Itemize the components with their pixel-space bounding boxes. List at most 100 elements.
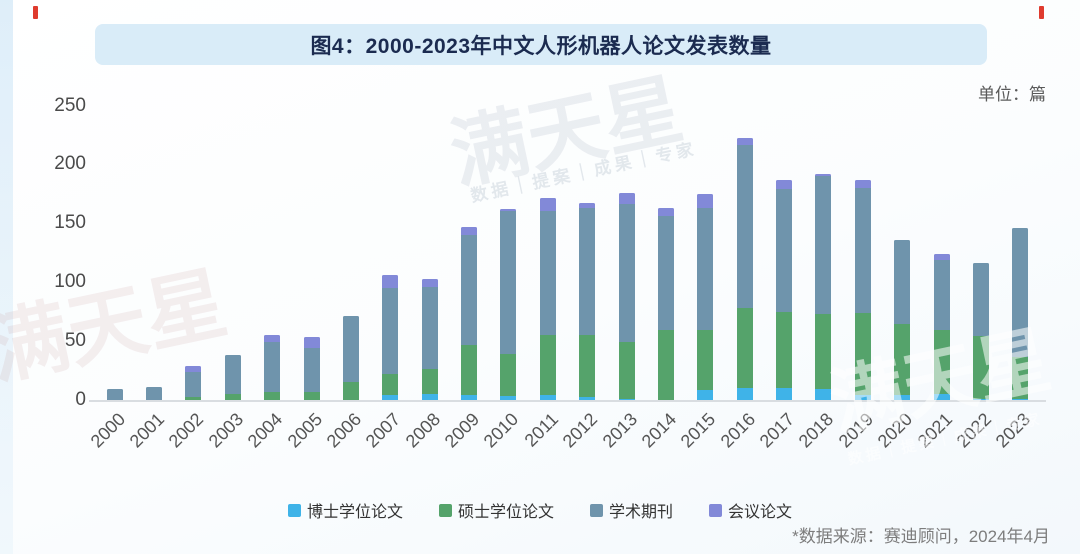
x-tick-2003: 2003 <box>204 409 247 452</box>
x-tick-2007: 2007 <box>361 409 405 452</box>
bar-stack-2016 <box>736 138 753 401</box>
x-tick-2005: 2005 <box>283 409 326 452</box>
x-tick-2019: 2019 <box>834 409 877 452</box>
x-tick-2002: 2002 <box>165 409 208 452</box>
segment-academic-journal-2008 <box>421 286 438 370</box>
red-crop-mark-left <box>33 6 38 19</box>
segment-academic-journal-2003 <box>224 355 241 394</box>
segment-masters-thesis-2010 <box>500 353 517 397</box>
segment-conference-paper-2011 <box>539 198 556 212</box>
bar-2023: 2023 <box>992 106 1040 451</box>
segment-masters-thesis-2023 <box>1012 357 1029 399</box>
segment-masters-thesis-2002 <box>185 397 202 401</box>
segment-doctoral-thesis-2016 <box>736 388 753 401</box>
segment-doctoral-thesis-2017 <box>776 388 793 401</box>
x-tick-2021: 2021 <box>913 409 956 452</box>
bar-2010: 2010 <box>480 106 528 451</box>
bar-stack-2005 <box>303 337 320 401</box>
bar-2002: 2002 <box>165 106 213 451</box>
x-tick-2014: 2014 <box>637 409 681 452</box>
segment-academic-journal-2006 <box>342 316 359 383</box>
bar-stack-2002 <box>185 365 202 401</box>
y-tick-200: 200 <box>54 153 86 175</box>
segment-conference-paper-2017 <box>776 179 793 190</box>
segment-doctoral-thesis-2023 <box>1012 398 1029 401</box>
bar-stack-2020 <box>894 239 911 401</box>
bar-2014: 2014 <box>638 106 685 451</box>
bar-stack-2006 <box>342 316 359 401</box>
bar-stack-2010 <box>500 209 517 401</box>
x-axis-line <box>89 400 1046 402</box>
legend-item-conference-paper: 会议论文 <box>709 498 792 522</box>
x-tick-2015: 2015 <box>676 409 720 452</box>
segment-masters-thesis-2014 <box>657 330 674 400</box>
bar-2013: 2013 <box>598 106 646 451</box>
x-tick-2010: 2010 <box>480 409 523 452</box>
bar-stack-2009 <box>461 226 478 401</box>
segment-conference-paper-2013 <box>618 192 635 205</box>
bar-stack-2023 <box>1012 227 1029 401</box>
segment-academic-journal-2017 <box>776 189 793 312</box>
segment-doctoral-thesis-2013 <box>618 398 635 401</box>
x-tick-2008: 2008 <box>401 409 444 452</box>
bar-stack-2001 <box>146 386 163 401</box>
segment-academic-journal-2021 <box>933 259 950 331</box>
segment-academic-journal-2000 <box>106 389 123 401</box>
segment-conference-paper-2010 <box>500 209 517 212</box>
segment-conference-paper-2021 <box>933 253 950 260</box>
segment-academic-journal-2015 <box>697 207 714 331</box>
bar-2019: 2019 <box>834 106 882 451</box>
segment-conference-paper-2012 <box>579 203 596 208</box>
data-source-note: *数据来源：赛迪顾问，2024年4月 <box>792 527 1050 546</box>
segment-conference-paper-2015 <box>697 193 714 208</box>
x-tick-2006: 2006 <box>322 409 366 452</box>
segment-doctoral-thesis-2015 <box>697 390 714 401</box>
x-tick-2018: 2018 <box>795 409 838 452</box>
segment-academic-journal-2023 <box>1012 227 1029 358</box>
red-crop-mark-right <box>1039 6 1044 19</box>
segment-conference-paper-2009 <box>461 226 478 235</box>
unit-label: 单位：篇 <box>978 85 1046 104</box>
segment-masters-thesis-2016 <box>736 307 753 389</box>
segment-conference-paper-2004 <box>264 335 281 343</box>
x-tick-2001: 2001 <box>125 409 169 452</box>
bar-stack-2018 <box>815 173 832 401</box>
bar-stack-2015 <box>697 193 714 401</box>
y-axis: 0 50 100 150 200 250 <box>28 95 86 410</box>
segment-masters-thesis-2019 <box>854 312 871 396</box>
chart-title: 图4：2000-2023年中文人形机器人论文发表数量 <box>310 34 772 58</box>
bar-2020: 2020 <box>874 106 922 451</box>
segment-conference-paper-2014 <box>657 207 674 217</box>
x-tick-2000: 2000 <box>86 409 129 452</box>
y-tick-150: 150 <box>54 212 86 234</box>
segment-masters-thesis-2009 <box>461 344 478 396</box>
segment-academic-journal-2019 <box>854 187 871 313</box>
x-tick-2013: 2013 <box>598 409 641 452</box>
bar-stack-2021 <box>933 253 950 401</box>
y-tick-50: 50 <box>64 330 86 352</box>
segment-doctoral-thesis-2010 <box>500 396 517 401</box>
segment-academic-journal-2010 <box>500 211 517 354</box>
segment-academic-journal-2014 <box>657 216 674 331</box>
segment-academic-journal-2011 <box>539 211 556 336</box>
segment-academic-journal-2005 <box>303 348 320 392</box>
legend-label-conference-paper: 会议论文 <box>728 504 793 521</box>
segment-academic-journal-2020 <box>894 239 911 325</box>
segment-masters-thesis-2004 <box>264 391 281 401</box>
bar-stack-2013 <box>618 192 635 401</box>
legend-item-doctoral-thesis: 博士学位论文 <box>287 498 403 522</box>
segment-doctoral-thesis-2009 <box>461 395 478 401</box>
segment-masters-thesis-2017 <box>776 311 793 389</box>
bar-stack-2011 <box>539 198 556 401</box>
segment-masters-thesis-2021 <box>933 330 950 394</box>
bar-2008: 2008 <box>401 106 449 451</box>
x-tick-2020: 2020 <box>873 409 917 452</box>
segment-doctoral-thesis-2012 <box>579 397 596 401</box>
bar-2012: 2012 <box>559 106 607 451</box>
x-tick-2017: 2017 <box>755 409 799 452</box>
segment-conference-paper-2005 <box>303 337 320 349</box>
segment-doctoral-thesis-2008 <box>421 393 438 401</box>
bar-series-container: 2000 2001 2002 2003 2004 2005 2006 2007 2008 2009… <box>86 106 1040 451</box>
bar-2003: 2003 <box>204 106 252 451</box>
segment-conference-paper-2019 <box>854 179 871 188</box>
